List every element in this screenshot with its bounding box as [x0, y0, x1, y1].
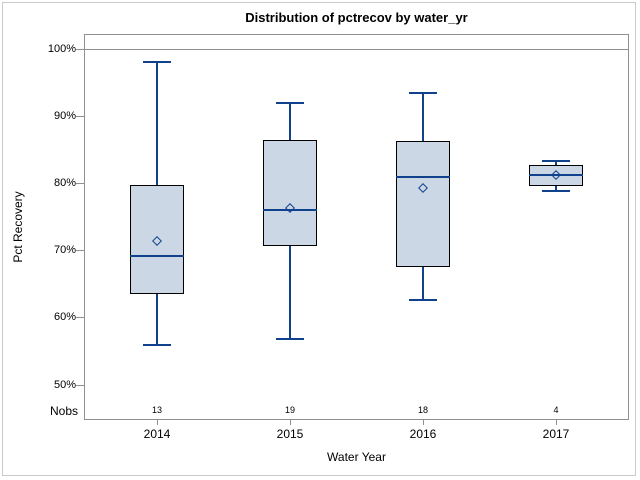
median-line-2015: [263, 209, 317, 212]
y-tick-label-100: 100%: [47, 42, 76, 55]
y-tick-label-70: 70%: [53, 244, 76, 257]
x-category-label-2016: 2016: [409, 427, 437, 441]
whisker-stem-lower-2014: [156, 294, 158, 345]
x-category-label-2017: 2017: [542, 427, 570, 441]
x-tick-mark-2015: [289, 420, 291, 425]
whisker-cap-upper-2015: [276, 101, 304, 104]
y-tick-label-50: 50%: [53, 378, 76, 391]
x-category-label-2015: 2015: [276, 427, 304, 441]
whisker-stem-lower-2017: [555, 186, 557, 191]
x-axis-title: Water Year: [327, 450, 386, 464]
whisker-cap-lower-2015: [276, 337, 304, 340]
y-tick-mark-80: [76, 182, 84, 184]
whisker-cap-upper-2017: [542, 159, 570, 162]
box-2016: [396, 141, 450, 267]
whisker-stem-lower-2016: [422, 266, 424, 301]
x-tick-mark-2017: [555, 420, 557, 425]
box-2015: [263, 140, 317, 246]
y-tick-mark-90: [76, 115, 84, 117]
nobs-value-2015: 19: [284, 405, 295, 415]
whisker-stem-upper-2014: [156, 62, 158, 185]
whisker-cap-upper-2014: [143, 61, 171, 64]
whisker-stem-upper-2016: [422, 92, 424, 142]
nobs-value-2017: 4: [553, 405, 559, 415]
median-line-2017: [529, 174, 583, 177]
median-line-2014: [130, 254, 184, 257]
whisker-stem-lower-2015: [289, 245, 291, 339]
x-tick-mark-2016: [422, 420, 424, 425]
y-tick-label-60: 60%: [53, 311, 76, 324]
plot-frame: [84, 34, 629, 420]
y-tick-mark-70: [76, 250, 84, 252]
whisker-stem-upper-2015: [289, 102, 291, 141]
whisker-cap-lower-2016: [409, 299, 437, 302]
y-tick-mark-60: [76, 317, 84, 319]
x-tick-mark-2014: [156, 420, 158, 425]
y-tick-mark-100: [76, 48, 84, 50]
chart-title: Distribution of pctrecov by water_yr: [245, 10, 468, 25]
whisker-cap-lower-2017: [542, 189, 570, 192]
x-category-label-2014: 2014: [143, 427, 171, 441]
nobs-value-2014: 13: [151, 405, 162, 415]
y-tick-mark-50: [76, 384, 84, 386]
y-axis-title: Pct Recovery: [11, 191, 25, 263]
whisker-cap-upper-2016: [409, 91, 437, 94]
median-line-2016: [396, 175, 450, 178]
reference-line-100: [84, 48, 629, 50]
whisker-cap-lower-2014: [143, 343, 171, 346]
nobs-value-2016: 18: [417, 405, 428, 415]
nobs-row-label: Nobs: [49, 404, 78, 418]
box-2014: [130, 184, 184, 295]
y-tick-label-90: 90%: [53, 109, 76, 122]
y-tick-label-80: 80%: [53, 176, 76, 189]
whisker-stem-upper-2017: [555, 160, 557, 165]
